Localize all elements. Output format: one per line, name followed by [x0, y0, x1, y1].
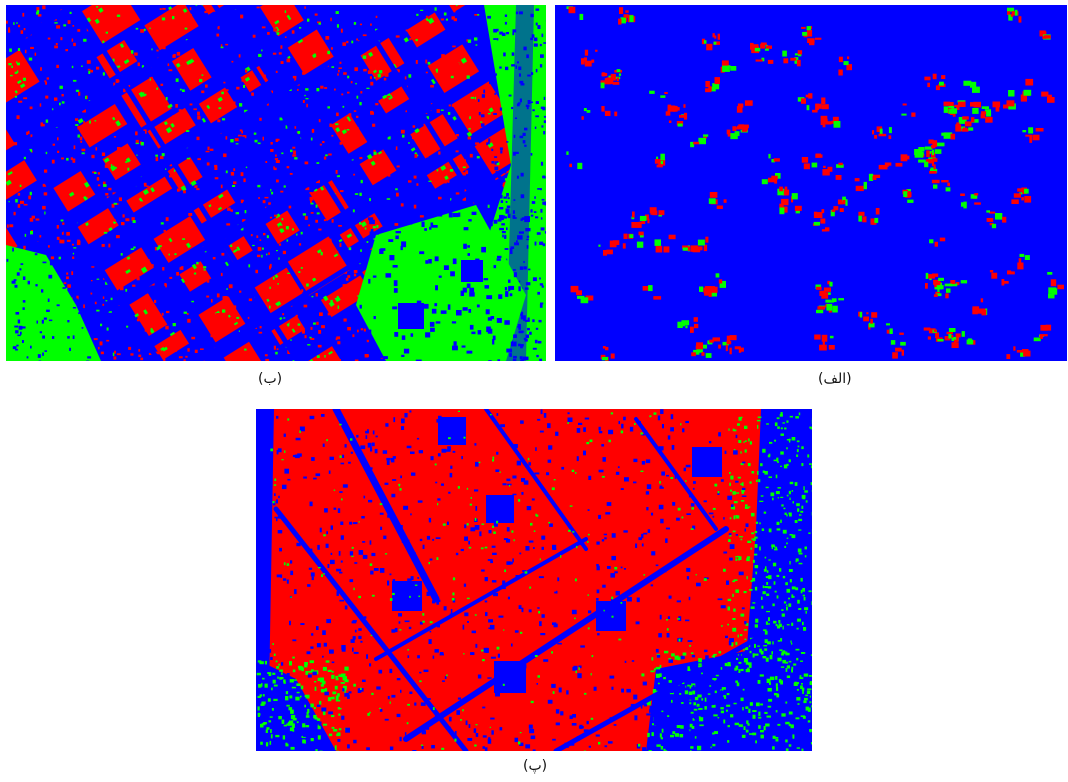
caption-p: (پ)	[523, 758, 548, 774]
caption-a: (الف)	[818, 371, 852, 387]
classification-map-p-image	[256, 409, 812, 751]
classification-map-b-image	[6, 5, 546, 361]
classification-map-a-image	[555, 5, 1067, 361]
classification-map-b	[6, 5, 546, 361]
classification-map-a	[555, 5, 1067, 361]
caption-b: (ب)	[258, 371, 283, 387]
classification-map-p	[256, 409, 812, 751]
